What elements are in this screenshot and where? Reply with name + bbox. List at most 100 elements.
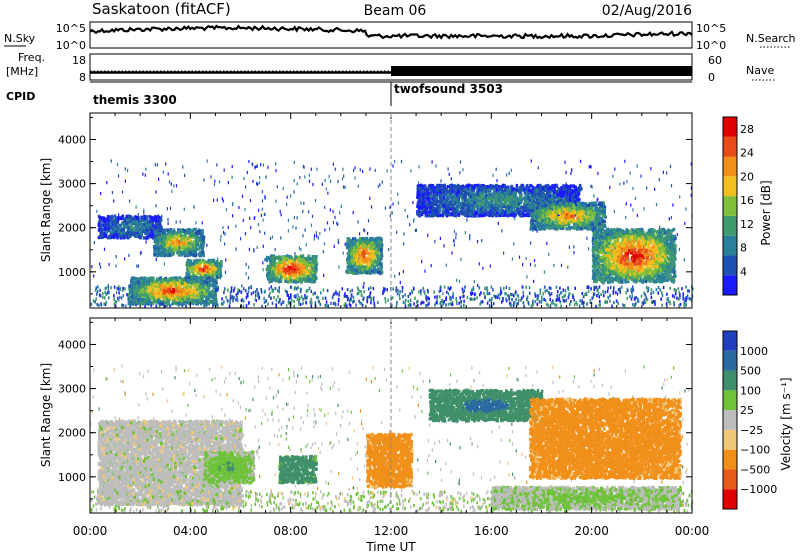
scatter-cell — [379, 183, 380, 186]
near-range-cell — [625, 291, 627, 294]
feature-cell — [350, 271, 353, 274]
feature-cell — [353, 246, 356, 249]
feature-cell — [302, 259, 305, 262]
feature-cell — [371, 260, 374, 263]
near-range-cell — [460, 301, 462, 304]
scatter-cell — [512, 258, 513, 261]
feature-cell — [119, 226, 122, 229]
scatter-cell — [327, 221, 328, 224]
near-range-cell — [648, 287, 650, 290]
feature-cell — [135, 220, 138, 223]
near-range-cell — [579, 299, 581, 302]
beam-label: Beam 06 — [364, 3, 427, 19]
feature-cell — [100, 224, 103, 227]
feature-cell — [195, 292, 198, 295]
feature-cell — [130, 281, 133, 284]
scatter-cell — [216, 163, 217, 166]
feature-cell — [129, 235, 132, 238]
near-range-cell — [455, 297, 457, 300]
scatter-cell — [477, 284, 478, 287]
near-range-cell — [118, 298, 120, 301]
feature-cell — [352, 269, 355, 272]
feature-cell — [151, 218, 154, 221]
near-range-cell — [491, 297, 493, 300]
near-range-cell — [556, 298, 558, 301]
feature-cell — [274, 267, 277, 270]
scatter-cell — [684, 222, 685, 225]
scatter-cell — [644, 207, 645, 210]
feature-cell — [212, 270, 215, 273]
feature-cell — [199, 245, 202, 248]
scatter-cell — [207, 159, 208, 162]
near-range-cell — [450, 302, 452, 305]
scatter-cell — [553, 264, 554, 267]
scatter-cell — [357, 220, 358, 223]
scatter-cell — [677, 233, 678, 236]
near-range-cell — [253, 291, 255, 294]
freq-trace — [90, 66, 692, 76]
near-range-cell — [366, 297, 368, 300]
feature-cell — [152, 222, 155, 225]
scatter-cell — [164, 262, 165, 265]
near-range-cell — [95, 298, 97, 301]
scatter-cell — [286, 304, 287, 307]
near-range-cell — [427, 303, 429, 306]
near-range-cell — [357, 286, 359, 289]
scatter-cell — [311, 168, 312, 171]
scatter-cell — [679, 248, 680, 251]
feature-cell — [189, 238, 192, 241]
feature-cell — [192, 272, 195, 275]
near-range-cell — [553, 302, 555, 305]
feature-cell — [193, 276, 196, 279]
near-range-cell — [358, 292, 360, 295]
scatter-cell — [479, 262, 480, 265]
scatter-cell — [248, 160, 249, 163]
near-range-cell — [373, 287, 375, 290]
feature-cell — [200, 294, 203, 297]
near-range-cell — [444, 286, 446, 289]
near-range-cell — [596, 294, 598, 297]
scatter-cell — [368, 219, 369, 222]
near-range-cell — [560, 304, 562, 307]
scatter-cell — [410, 169, 411, 172]
scatter-cell — [116, 255, 117, 258]
near-range-cell — [332, 296, 334, 299]
feature-cell — [183, 229, 186, 232]
near-range-cell — [350, 290, 352, 293]
scatter-cell — [474, 280, 475, 283]
feature-cell — [104, 220, 107, 223]
near-range-cell — [596, 286, 598, 289]
scatter-cell — [338, 303, 339, 306]
near-range-cell — [545, 299, 547, 302]
near-range-cell — [416, 301, 418, 304]
near-range-cell — [221, 302, 223, 305]
near-range-cell — [551, 292, 553, 295]
scatter-cell — [176, 220, 177, 223]
scatter-cell — [501, 229, 502, 232]
near-range-cell — [482, 300, 484, 303]
scatter-cell — [316, 168, 317, 171]
feature-cell — [112, 220, 115, 223]
near-range-cell — [360, 290, 362, 293]
scatter-cell — [312, 183, 313, 186]
feature-cell — [186, 279, 189, 282]
near-range-cell — [374, 305, 376, 308]
near-range-cell — [425, 304, 427, 307]
feature-cell — [160, 295, 163, 298]
scatter-cell — [466, 219, 467, 222]
scatter-cell — [548, 253, 549, 256]
feature-cell — [153, 287, 156, 290]
near-range-cell — [559, 294, 561, 297]
near-range-cell — [436, 301, 438, 304]
near-range-cell — [348, 297, 350, 300]
near-range-cell — [641, 295, 643, 298]
scatter-cell — [546, 242, 547, 245]
feature-cell — [140, 230, 143, 233]
feature-cell — [156, 249, 159, 252]
near-range-cell — [108, 296, 110, 299]
scatter-cell — [116, 291, 117, 294]
near-range-cell — [396, 286, 398, 289]
feature-cell — [143, 277, 146, 280]
near-range-cell — [452, 292, 454, 295]
near-range-cell — [405, 299, 407, 302]
